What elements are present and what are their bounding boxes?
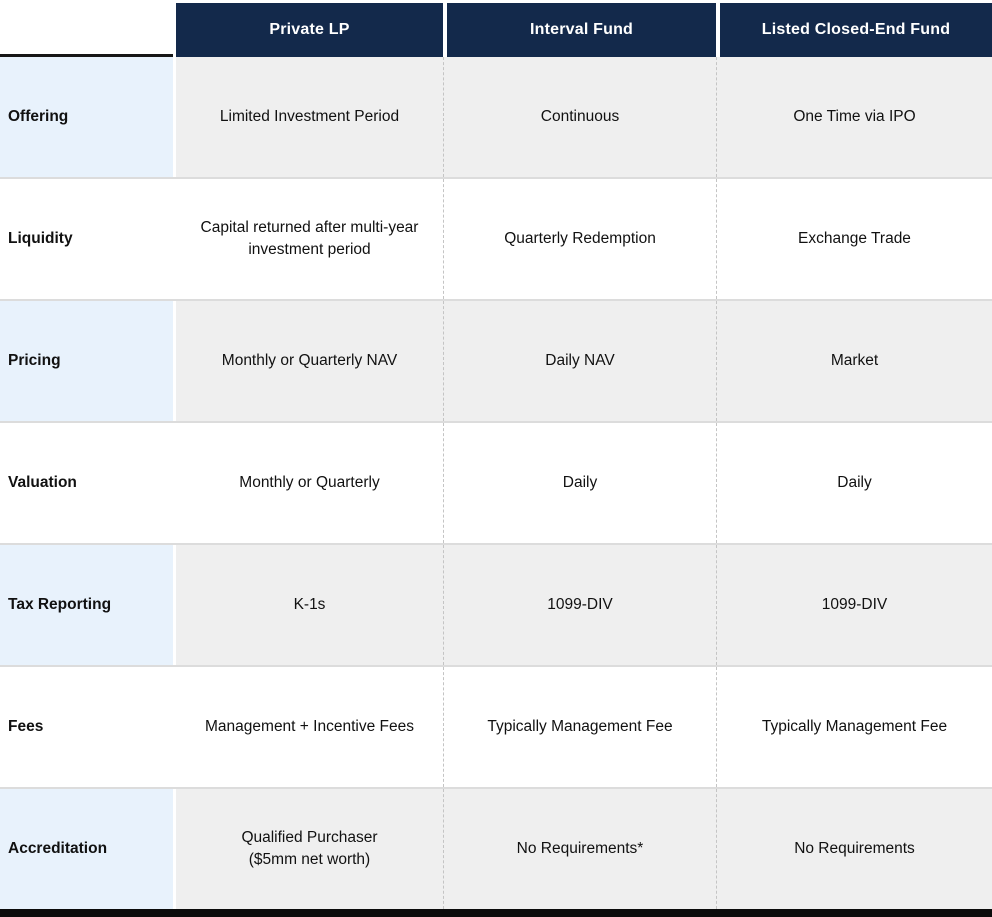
table-row-liquidity: Liquidity Capital returned after multi-y…	[0, 177, 992, 299]
row-label: Tax Reporting	[0, 545, 173, 665]
table-cell: One Time via IPO	[716, 57, 992, 177]
table-cell: No Requirements*	[443, 789, 716, 909]
table-cell: Monthly or Quarterly NAV	[173, 301, 443, 421]
table-cell: Typically Management Fee	[716, 667, 992, 787]
table-cell: K-1s	[173, 545, 443, 665]
column-header-private-lp: Private LP	[173, 3, 443, 57]
column-header-interval-fund: Interval Fund	[443, 3, 716, 57]
corner-cell	[0, 3, 173, 57]
table-cell: Management + Incentive Fees	[173, 667, 443, 787]
table-cell: Capital returned after multi-year invest…	[173, 179, 443, 299]
bottom-rule	[0, 909, 992, 917]
table-row-accreditation: Accreditation Qualified Purchaser ($5mm …	[0, 787, 992, 909]
table-row-tax-reporting: Tax Reporting K-1s 1099-DIV 1099-DIV	[0, 543, 992, 665]
table-row-offering: Offering Limited Investment Period Conti…	[0, 57, 992, 177]
table-cell: Daily	[443, 423, 716, 543]
row-label: Liquidity	[8, 230, 73, 247]
table-cell: Daily NAV	[443, 301, 716, 421]
table-cell: Limited Investment Period	[173, 57, 443, 177]
table-cell: Daily	[716, 423, 992, 543]
table-cell: 1099-DIV	[716, 545, 992, 665]
table-cell: Qualified Purchaser ($5mm net worth)	[173, 789, 443, 909]
column-header-listed-closed-end-fund: Listed Closed-End Fund	[716, 3, 992, 57]
table-row-fees: Fees Management + Incentive Fees Typical…	[0, 665, 992, 787]
table-header-row: Private LP Interval Fund Listed Closed-E…	[0, 3, 992, 57]
row-label: Offering	[0, 57, 173, 177]
row-label: Accreditation	[0, 789, 173, 909]
row-label: Valuation	[8, 474, 77, 491]
table-cell: Typically Management Fee	[443, 667, 716, 787]
row-label: Fees	[8, 718, 44, 735]
table-cell: No Requirements	[716, 789, 992, 909]
table-row-valuation: Valuation Monthly or Quarterly Daily Dai…	[0, 421, 992, 543]
table-cell: Exchange Trade	[716, 179, 992, 299]
table-cell: Market	[716, 301, 992, 421]
table-row-pricing: Pricing Monthly or Quarterly NAV Daily N…	[0, 299, 992, 421]
table-cell: Monthly or Quarterly	[173, 423, 443, 543]
table-cell: Continuous	[443, 57, 716, 177]
table-cell: Quarterly Redemption	[443, 179, 716, 299]
table-cell: 1099-DIV	[443, 545, 716, 665]
row-label: Pricing	[0, 301, 173, 421]
